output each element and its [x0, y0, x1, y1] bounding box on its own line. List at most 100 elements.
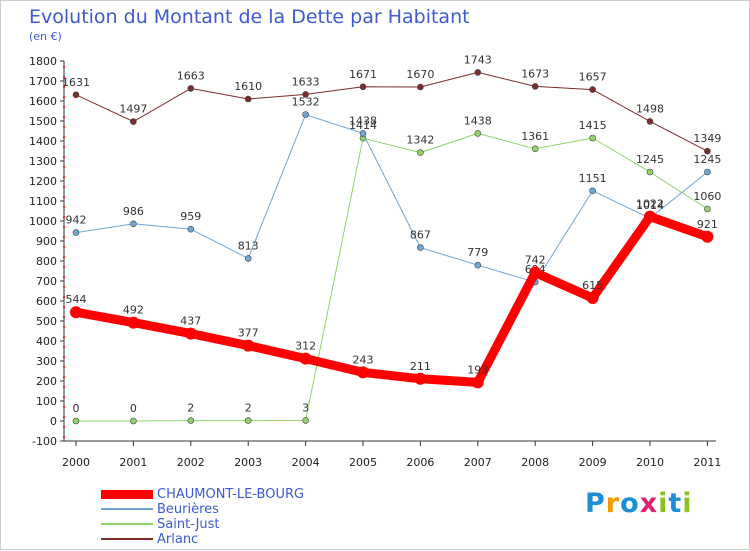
x-tick-label: 2003	[234, 456, 262, 469]
data-point	[589, 187, 596, 195]
data-label: 243	[353, 353, 374, 366]
y-tick-label: 300	[36, 355, 57, 368]
y-tick-label: 100	[36, 395, 57, 408]
series-line	[75, 132, 708, 422]
y-tick-label: 200	[36, 375, 57, 388]
data-label: 813	[238, 239, 259, 252]
data-point	[646, 118, 654, 125]
data-label: 1673	[521, 67, 549, 80]
data-point	[701, 230, 714, 243]
y-tick-label: 1300	[29, 155, 57, 168]
logo-letter: P	[585, 488, 606, 519]
data-label: 1631	[62, 76, 90, 89]
data-point	[242, 339, 255, 352]
data-label: 1671	[349, 68, 377, 81]
legend-label: CHAUMONT-LE-BOURG	[157, 487, 305, 502]
legend-swatch	[101, 489, 153, 499]
data-point	[70, 306, 82, 319]
data-label: 544	[66, 293, 87, 306]
y-tick-label: 1000	[29, 215, 57, 228]
data-label: 1633	[292, 75, 320, 88]
data-point	[417, 83, 424, 91]
data-label: 437	[180, 315, 201, 328]
data-label: 2	[187, 402, 194, 415]
data-label: 942	[66, 214, 87, 227]
x-tick-label: 2008	[521, 456, 549, 469]
data-label: 2	[245, 402, 252, 415]
data-point	[72, 91, 80, 99]
y-tick-label: 1500	[29, 115, 57, 128]
data-label: 0	[73, 402, 80, 415]
data-label: 779	[467, 246, 488, 259]
data-point	[302, 111, 309, 118]
data-point	[586, 292, 599, 304]
data-point	[187, 417, 195, 424]
series-line	[71, 212, 712, 387]
proxiti-logo: Proxiti	[585, 488, 693, 519]
data-label: 986	[123, 205, 144, 218]
y-tick-label: 1100	[29, 195, 57, 208]
data-label: 867	[410, 229, 431, 242]
y-tick-label: -100	[32, 435, 57, 448]
x-tick-label: 2002	[177, 456, 205, 469]
y-tick-label: 1200	[29, 175, 57, 188]
legend-label: Beurières	[157, 502, 219, 517]
data-label: 742	[525, 254, 546, 267]
x-tick-label: 2006	[406, 456, 434, 469]
data-label: 492	[123, 304, 144, 317]
logo-letter: t	[668, 488, 683, 519]
x-tick-label: 2004	[292, 456, 320, 469]
x-tick-label: 2005	[349, 456, 377, 469]
y-tick-label: 400	[36, 335, 57, 348]
x-tick-label: 2007	[464, 456, 492, 469]
data-point	[644, 210, 656, 223]
x-tick-label: 2001	[119, 456, 147, 469]
legend-label: Arlanc	[157, 532, 199, 547]
data-point	[589, 86, 596, 93]
y-tick-label: 1800	[29, 55, 57, 68]
data-point	[72, 417, 80, 425]
data-label: 1151	[579, 172, 607, 185]
data-label: 1663	[177, 69, 205, 82]
data-label: 1060	[693, 190, 721, 203]
data-label: 1743	[464, 53, 492, 66]
data-point	[302, 417, 309, 424]
data-point	[72, 229, 80, 236]
data-point	[130, 118, 137, 125]
data-label: 1657	[579, 71, 607, 84]
data-point	[187, 85, 195, 92]
data-label: 3	[302, 401, 309, 414]
data-label: 1361	[521, 130, 549, 143]
data-point	[244, 95, 252, 103]
x-tick-label: 2000	[62, 456, 90, 469]
y-tick-label: 600	[36, 295, 57, 308]
logo-letter: x	[639, 488, 659, 519]
data-label: 0	[130, 402, 137, 415]
data-point	[704, 147, 711, 155]
data-label: 1014	[636, 199, 664, 212]
data-point	[589, 134, 596, 142]
data-label: 377	[238, 327, 259, 340]
data-point	[359, 130, 367, 137]
y-tick-label: 0	[50, 415, 57, 428]
data-point	[704, 168, 711, 176]
data-label: 615	[582, 279, 603, 292]
data-label: 1438	[464, 114, 492, 127]
data-point	[302, 91, 309, 98]
legend-label: Saint-Just	[157, 517, 220, 532]
data-point	[646, 168, 654, 176]
x-tick-label: 2009	[579, 456, 607, 469]
data-label: 1497	[119, 103, 147, 116]
data-point	[531, 83, 539, 90]
data-point	[704, 205, 711, 213]
data-point	[127, 316, 140, 329]
legend-swatch	[101, 508, 153, 510]
data-label: 959	[180, 210, 201, 223]
data-label: 1022	[636, 198, 664, 211]
logo-letter: o	[620, 488, 640, 519]
y-tick-label: 1400	[29, 135, 57, 148]
data-point	[187, 225, 195, 233]
data-point	[474, 130, 482, 137]
